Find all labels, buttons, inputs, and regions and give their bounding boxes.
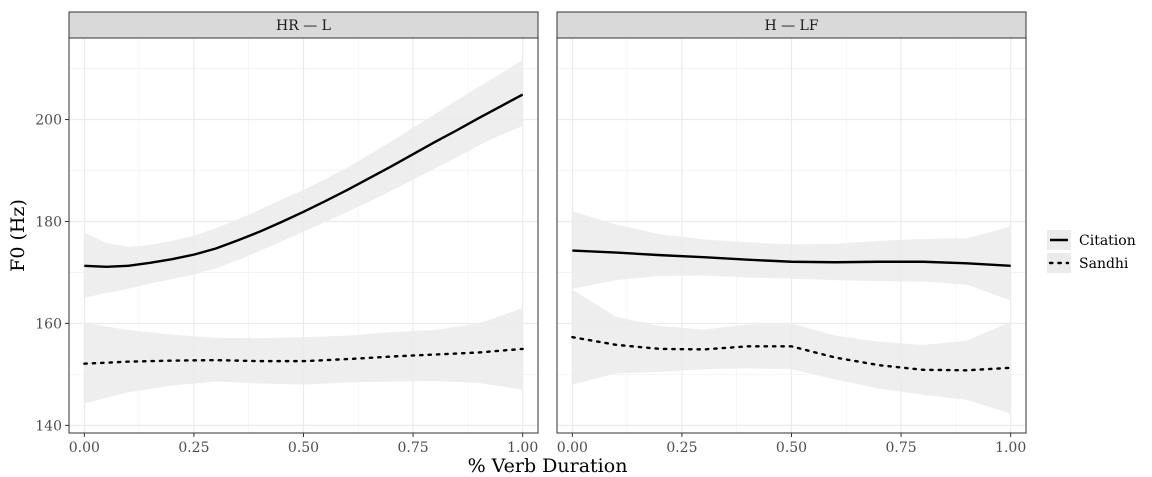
confidence-ribbon-sandhi — [84, 308, 523, 404]
x-tick-label: 0.50 — [776, 440, 807, 456]
x-tick-label: 0.75 — [885, 440, 916, 456]
confidence-ribbon-citation — [572, 211, 1011, 301]
legend: Citation Sandhi — [1047, 230, 1136, 273]
y-tick-label: 140 — [35, 418, 62, 434]
panel-title: H — LF — [764, 18, 818, 34]
x-axis-title: % Verb Duration — [468, 455, 628, 477]
panel-data — [571, 211, 1012, 414]
panel-1: HR — L 0.00 0.25 0.50 0.75 1.00 140 160 180 200 — [35, 11, 539, 456]
y-axis-title: F0 (Hz) — [7, 199, 29, 272]
x-tick-label: 0.50 — [288, 440, 319, 456]
confidence-ribbon-sandhi — [572, 289, 1011, 414]
x-tick-label: 0.25 — [666, 440, 697, 456]
series-line-citation — [572, 249, 1011, 268]
y-tick-label: 160 — [35, 316, 62, 332]
x-tick-label: 1.00 — [995, 440, 1026, 456]
confidence-ribbon-citation — [84, 59, 523, 298]
series-line-sandhi — [571, 335, 1012, 372]
x-tick-label: 0.25 — [178, 440, 209, 456]
y-tick-label: 200 — [35, 113, 62, 129]
series-line-citation — [84, 93, 524, 269]
x-tick-label: 0.00 — [557, 440, 588, 456]
series-line-sandhi — [83, 347, 524, 365]
panel-data — [83, 59, 524, 404]
x-tick-label: 1.00 — [507, 440, 538, 456]
y-tick-label: 180 — [35, 214, 62, 230]
x-tick-label: 0.75 — [397, 440, 428, 456]
legend-label-sandhi: Sandhi — [1079, 256, 1129, 272]
panel-2: H — LF 0.00 0.25 0.50 0.75 1.00 — [556, 11, 1027, 456]
legend-label-citation: Citation — [1079, 233, 1136, 249]
panel-title: HR — L — [276, 18, 331, 34]
strip-background — [68, 11, 539, 39]
x-tick-label: 0.00 — [69, 440, 100, 456]
